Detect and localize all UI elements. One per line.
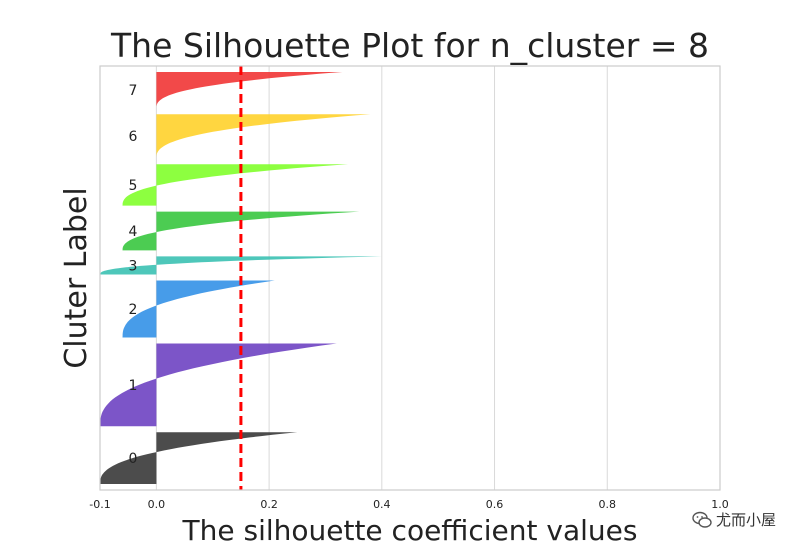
cluster-label-6: 6 bbox=[129, 129, 138, 145]
cluster-label-7: 7 bbox=[129, 83, 138, 99]
silhouette-cluster-5 bbox=[122, 164, 348, 206]
chart-title: The Silhouette Plot for n_cluster = 8 bbox=[110, 26, 709, 65]
x-tick-label: 0.6 bbox=[486, 498, 504, 511]
silhouette-cluster-3 bbox=[100, 256, 382, 275]
cluster-label-3: 3 bbox=[129, 258, 138, 274]
silhouette-cluster-4 bbox=[122, 211, 360, 251]
x-tick-label: 0.4 bbox=[373, 498, 391, 511]
plot-frame bbox=[99, 65, 721, 491]
watermark: 尤而小屋 bbox=[692, 509, 776, 530]
x-tick-label: 0.8 bbox=[599, 498, 617, 511]
wechat-icon bbox=[692, 511, 712, 528]
silhouette-cluster-1 bbox=[100, 343, 337, 427]
cluster-silhouettes bbox=[100, 72, 382, 484]
y-axis-label: Cluter Label bbox=[59, 187, 94, 368]
x-tick-label: -0.1 bbox=[89, 498, 110, 511]
cluster-label-1: 1 bbox=[129, 378, 138, 394]
x-tick-label: 0.2 bbox=[260, 498, 278, 511]
cluster-label-5: 5 bbox=[129, 178, 138, 194]
cluster-label-2: 2 bbox=[129, 302, 138, 318]
x-ticks: -0.1 0.0 0.2 0.4 0.6 0.8 1.0 bbox=[89, 498, 728, 511]
cluster-labels: 0 1 2 3 4 5 6 7 bbox=[129, 83, 138, 467]
x-tick-label: 1.0 bbox=[711, 498, 729, 511]
silhouette-cluster-2 bbox=[122, 280, 275, 338]
watermark-text: 尤而小屋 bbox=[715, 511, 776, 529]
silhouette-cluster-6 bbox=[156, 114, 371, 159]
x-tick-label: 0.0 bbox=[148, 498, 166, 511]
cluster-label-0: 0 bbox=[129, 451, 138, 467]
silhouette-cluster-0 bbox=[100, 432, 298, 484]
silhouette-cluster-7 bbox=[156, 72, 343, 109]
cluster-label-4: 4 bbox=[129, 224, 138, 240]
x-axis-label: The silhouette coefficient values bbox=[182, 514, 638, 547]
